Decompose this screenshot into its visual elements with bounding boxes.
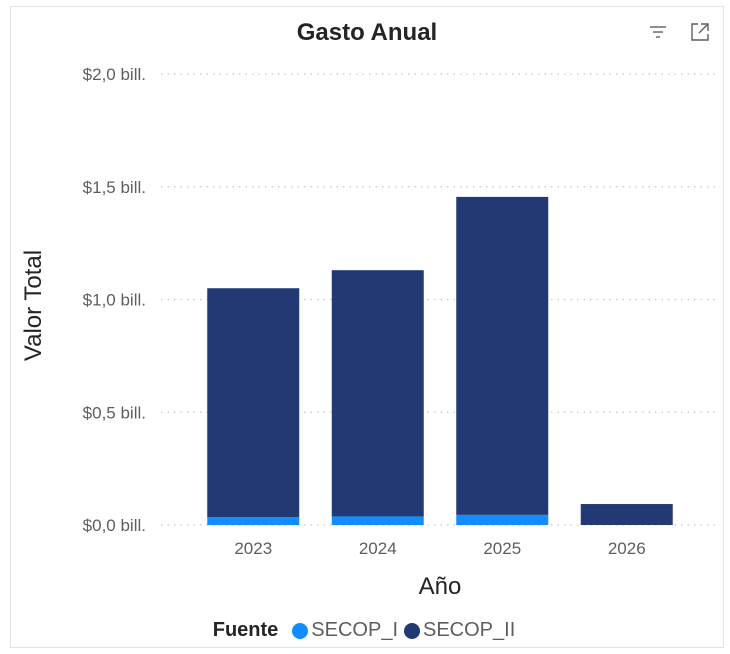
filter-icon[interactable] (647, 21, 669, 43)
y-tick-label: $1,0 bill. (83, 291, 146, 310)
y-axis-title: Valor Total (20, 250, 47, 361)
focus-mode-icon[interactable] (689, 21, 711, 43)
legend-marker-secop-ii (404, 622, 420, 639)
y-tick-label: $1,5 bill. (83, 178, 146, 197)
chart-title: Gasto Anual (296, 19, 438, 46)
bar-secop-ii-2023[interactable] (207, 288, 300, 518)
legend-label-secop-i: SECOP_I (311, 619, 398, 641)
bar-secop-i-2023[interactable] (207, 517, 300, 525)
x-tick-label: 2024 (359, 539, 397, 558)
x-axis-ticks: 2023 2024 2025 2026 (234, 539, 645, 558)
bar-chart: $0,0 bill. $0,5 bill. $1,0 bill. $1,5 bill.… (20, 65, 719, 600)
x-tick-label: 2026 (608, 539, 646, 558)
y-axis-ticks: $0,0 bill. $0,5 bill. $1,0 bill. $1,5 bill.… (83, 65, 146, 535)
y-tick-label: $0,0 bill. (83, 516, 146, 535)
bar-secop-ii-2024[interactable] (331, 270, 424, 517)
chart-visual[interactable]: Gasto Anual $0,0 bill. $0,5 bill. $1,0 bil… (10, 6, 724, 648)
legend-label-secop-ii: SECOP_II (423, 619, 516, 641)
legend-marker-secop-i (292, 622, 309, 639)
bar-secop-ii-2026[interactable] (580, 504, 673, 525)
legend: Fuente SECOP_I SECOP_II (11, 619, 723, 642)
x-tick-label: 2025 (483, 539, 521, 558)
legend-item-secop-i[interactable]: SECOP_I (292, 619, 398, 642)
y-tick-label: $2,0 bill. (83, 65, 146, 84)
bar-secop-i-2024[interactable] (331, 516, 424, 525)
bars[interactable] (207, 196, 673, 525)
x-axis-title: Año (419, 573, 462, 600)
x-tick-label: 2023 (234, 539, 272, 558)
legend-title: Fuente (212, 619, 279, 641)
bar-secop-ii-2025[interactable] (456, 196, 549, 515)
y-tick-label: $0,5 bill. (83, 403, 146, 422)
bar-secop-i-2025[interactable] (456, 514, 549, 525)
legend-item-secop-ii[interactable]: SECOP_II (404, 619, 515, 642)
